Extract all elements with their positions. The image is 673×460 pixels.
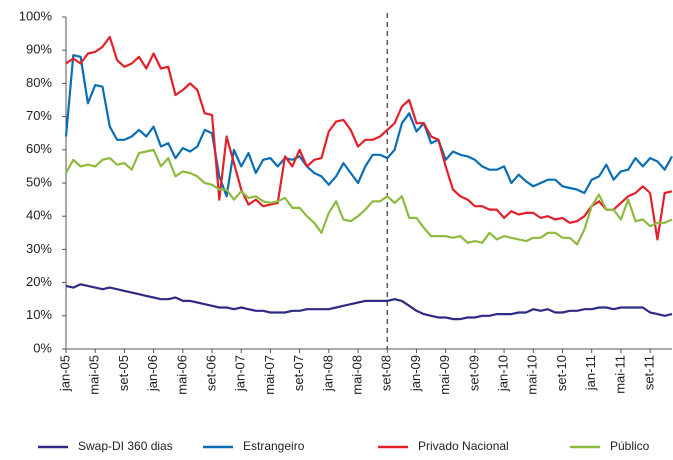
x-tick-label: mai-09 [437,355,452,395]
y-tick-label: 100% [19,8,53,23]
x-tick-label: mai-11 [612,355,627,394]
x-tick-label: mai-06 [174,355,189,395]
y-tick-label: 30% [26,241,52,256]
legend-label: Swap-DI 360 dias [78,439,173,453]
y-tick-label: 80% [26,75,52,90]
y-tick-label: 50% [26,174,52,189]
y-tick-label: 60% [26,141,52,156]
y-tick-label: 90% [26,42,52,57]
x-tick-label: set-06 [203,355,218,391]
y-tick-label: 40% [26,208,52,223]
y-tick-label: 10% [26,307,52,322]
series-line [65,148,673,246]
y-tick-label: 0% [33,340,52,355]
x-tick-label: jan-10 [496,355,511,392]
legend-label: Público [610,439,650,453]
x-tick-label: mai-07 [262,355,277,395]
x-tick-label: jan-08 [320,355,335,392]
series-line [64,54,673,198]
x-tick-label: jan-07 [233,355,248,392]
x-tick-label: jan-11 [583,355,598,391]
x-tick-label: set-10 [554,355,569,391]
series-line [65,283,673,321]
x-tick-label: mai-05 [87,355,102,395]
x-tick-label: set-05 [116,355,131,391]
legend-label: Estrangeiro [243,439,305,453]
legend-label: Privado Nacional [418,439,509,453]
x-tick-label: set-09 [466,355,481,391]
x-tick-label: set-08 [379,355,394,391]
x-tick-label: jan-06 [145,355,160,392]
x-tick-label: mai-08 [349,355,364,395]
y-tick-label: 70% [26,108,52,123]
series-line [65,35,673,241]
x-tick-label: jan-05 [57,355,72,392]
x-tick-label: set-11 [642,355,657,390]
x-tick-label: jan-09 [408,355,423,392]
y-tick-label: 20% [26,274,52,289]
x-tick-label: mai-10 [525,355,540,395]
x-tick-label: set-07 [291,355,306,391]
